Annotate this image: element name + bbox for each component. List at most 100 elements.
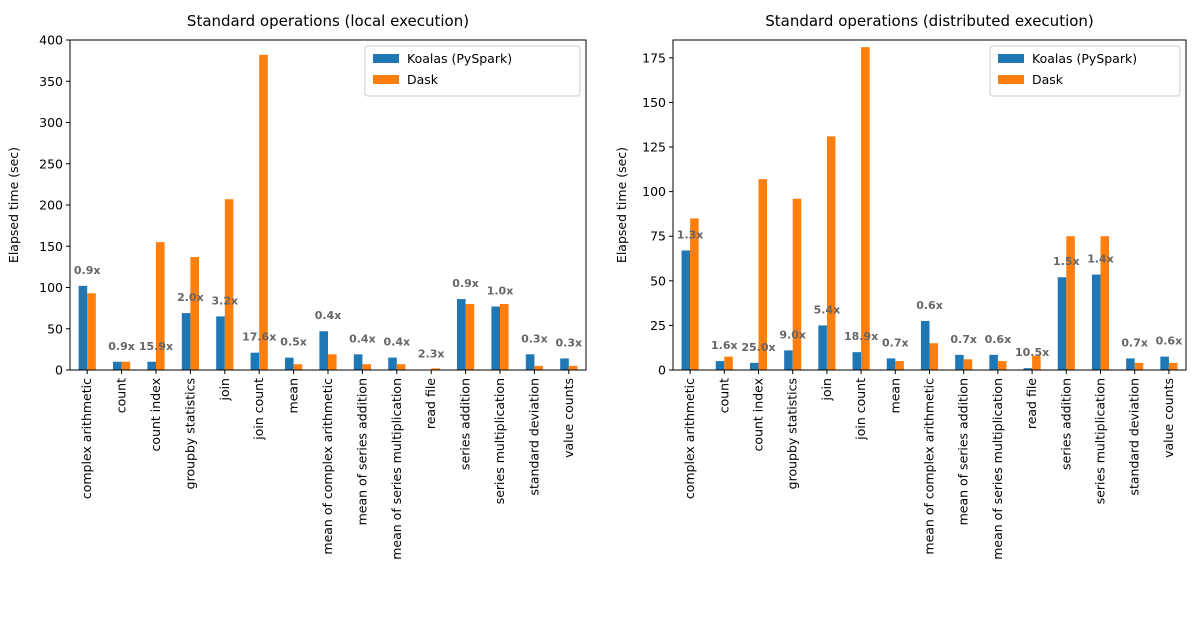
bar-dask: [534, 365, 543, 370]
legend-box: [364, 45, 581, 97]
x-tick-label: series multiplication: [1093, 378, 1108, 504]
chart-1: 1.3x complex arithmetic 1.6x count 25.0x coun…: [614, 12, 1187, 560]
y-tick-label: 125: [642, 140, 666, 155]
legend-label: Koalas (PySpark): [1032, 51, 1137, 66]
bar-koalas: [955, 354, 964, 370]
bar-koalas: [113, 361, 122, 370]
bar-koalas: [886, 358, 896, 370]
bar-koalas: [681, 250, 691, 370]
x-tick-label: mean of series multiplication: [389, 378, 404, 560]
ratio-label: 0.9x: [452, 277, 479, 290]
legend: Koalas (PySpark) Dask: [364, 45, 581, 97]
chart-0: 0.9x complex arithmetic 0.9x count 15.9x coun…: [6, 12, 587, 560]
ratio-label: 9.0x: [779, 328, 806, 341]
bar-koalas: [457, 299, 466, 370]
bar-dask: [500, 304, 509, 370]
ratio-label: 0.6x: [1156, 335, 1183, 348]
bar-dask: [87, 293, 96, 370]
axes-frame: [672, 39, 1187, 371]
y-tick-label: 25: [650, 318, 666, 333]
bar-dask: [431, 368, 440, 370]
bar-dask: [190, 256, 199, 370]
ratio-label: 0.9x: [108, 340, 135, 353]
ratio-label: 0.6x: [916, 299, 943, 312]
ratio-label: 18.9x: [844, 330, 878, 343]
bar-dask: [758, 179, 768, 370]
x-tick-label: mean of series multiplication: [990, 378, 1005, 560]
bar-koalas: [749, 362, 759, 370]
legend: Koalas (PySpark) Dask: [989, 45, 1181, 97]
x-tick-label: groupby statistics: [785, 378, 800, 489]
ratio-label: 1.0x: [487, 284, 514, 297]
bar-koalas: [388, 357, 397, 370]
bar-dask: [293, 364, 303, 370]
bar-dask: [724, 356, 733, 370]
ratio-label: 10.5x: [1015, 346, 1049, 359]
bar-koalas: [784, 350, 793, 370]
legend-label: Dask: [1032, 72, 1064, 87]
bar-koalas: [181, 313, 191, 370]
x-tick-label: mean of series addition: [354, 378, 369, 525]
ratio-label: 0.3x: [521, 332, 548, 345]
axes-frame: [69, 39, 587, 371]
bar-dask: [224, 199, 234, 370]
bar-dask: [259, 54, 268, 370]
x-tick-label: mean of complex arithmetic: [922, 378, 937, 555]
bar-dask: [997, 361, 1007, 370]
bar-koalas: [989, 354, 998, 370]
ratio-label: 0.5x: [280, 336, 307, 349]
bar-dask: [1032, 355, 1041, 370]
bar-koalas: [353, 354, 363, 370]
y-tick-label: 150: [39, 239, 63, 254]
ratio-label: 2.0x: [177, 291, 204, 304]
bar-koalas: [715, 361, 725, 370]
x-tick-label: join: [217, 378, 232, 402]
y-tick-label: 75: [650, 229, 666, 244]
bar-dask: [1168, 362, 1178, 370]
bar-dask: [396, 364, 406, 370]
y-tick-label: 0: [55, 363, 63, 378]
bar-koalas: [285, 357, 294, 370]
bar-dask: [328, 354, 337, 370]
bar-dask: [895, 361, 904, 370]
bar-koalas: [250, 352, 260, 370]
bar-dask: [1134, 362, 1144, 370]
x-tick-label: value counts: [561, 378, 576, 458]
x-tick-label: join: [819, 378, 834, 402]
x-tick-label: standard deviation: [1127, 378, 1142, 496]
bar-koalas: [525, 354, 535, 370]
ratio-label: 2.3x: [418, 348, 445, 361]
bar-koalas: [1023, 368, 1033, 370]
ratio-label: 0.4x: [349, 332, 376, 345]
y-tick-label: 250: [39, 156, 63, 171]
y-tick-label: 400: [39, 33, 63, 48]
x-tick-label: complex arithmetic: [79, 378, 94, 499]
y-tick-label: 350: [39, 74, 63, 89]
legend-label: Koalas (PySpark): [407, 51, 512, 66]
x-tick-label: count index: [148, 378, 163, 451]
legend-box: [989, 45, 1181, 97]
bar-koalas: [78, 285, 88, 370]
ratio-label: 0.9x: [74, 264, 101, 277]
bar-koalas: [147, 361, 156, 370]
ratio-label: 5.4x: [814, 303, 841, 316]
bar-koalas: [852, 352, 862, 370]
y-tick-label: 150: [642, 95, 666, 110]
bar-koalas: [1091, 274, 1101, 370]
bar-dask: [156, 242, 165, 370]
y-tick-label: 300: [39, 115, 63, 130]
x-tick-label: read file: [423, 378, 438, 429]
y-tick-label: 200: [39, 198, 63, 213]
y-tick-label: 50: [650, 273, 666, 288]
x-tick-label: mean: [286, 378, 301, 413]
x-tick-label: series addition: [1058, 378, 1073, 470]
legend-swatch: [373, 54, 399, 63]
bar-dask: [1100, 236, 1110, 370]
legend-label: Dask: [407, 72, 439, 87]
ratio-label: 0.7x: [882, 336, 909, 349]
bar-dask: [121, 361, 131, 370]
ratio-label: 1.6x: [711, 339, 738, 352]
bar-koalas: [1057, 277, 1067, 370]
y-axis-label: Elapsed time (sec): [6, 147, 21, 263]
bar-koalas: [319, 331, 328, 370]
